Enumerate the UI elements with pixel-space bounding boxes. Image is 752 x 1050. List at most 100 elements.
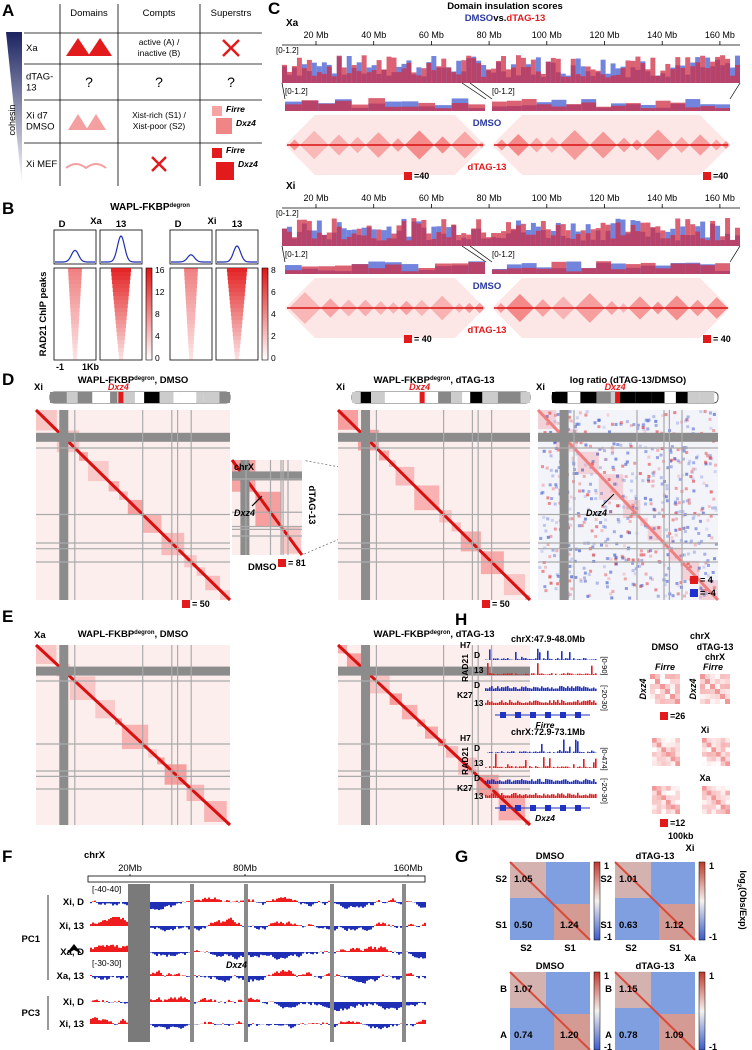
pc-bar bbox=[290, 898, 292, 902]
pc-bar bbox=[326, 974, 328, 976]
pc-bar bbox=[180, 902, 182, 904]
pc-bar bbox=[94, 947, 96, 952]
pc-bar bbox=[184, 952, 186, 955]
map-label: dTAG-13 bbox=[468, 325, 507, 336]
map-pixel bbox=[652, 809, 657, 814]
map-pixel bbox=[686, 425, 690, 429]
signal-bar bbox=[523, 674, 525, 675]
insulation-bar bbox=[431, 56, 437, 83]
signal-bar bbox=[559, 674, 561, 675]
map-pixel bbox=[554, 469, 558, 473]
signal-bar bbox=[575, 686, 577, 691]
pc-bar bbox=[188, 976, 190, 977]
map-pixel bbox=[650, 674, 655, 679]
signal-bar bbox=[501, 766, 503, 768]
masked-bin bbox=[338, 666, 530, 676]
map-pixel bbox=[661, 747, 666, 752]
saddle-value: 0.63 bbox=[619, 920, 638, 931]
gene-exon bbox=[545, 805, 551, 811]
insulation-bar bbox=[466, 55, 472, 83]
pc-bar bbox=[208, 924, 210, 926]
pc-bar bbox=[104, 902, 106, 905]
insulation-bar bbox=[311, 75, 317, 83]
peak-heatmap-row bbox=[233, 340, 241, 344]
pc-bar bbox=[288, 1024, 290, 1027]
pc-bar bbox=[174, 926, 176, 929]
cell-text: inactive (B) bbox=[138, 48, 181, 58]
pc-bar bbox=[362, 950, 364, 952]
pc-bar bbox=[98, 902, 100, 905]
title-part: (Obs/Exp) bbox=[738, 887, 748, 930]
map-pixel bbox=[587, 490, 591, 494]
map-pixel bbox=[656, 809, 662, 814]
insulation-bar bbox=[386, 56, 392, 83]
signal-bar bbox=[575, 701, 577, 705]
pc-bar bbox=[214, 976, 216, 978]
chrom-label: Xi bbox=[34, 382, 43, 393]
map-pixel bbox=[674, 528, 678, 532]
pc-bar bbox=[216, 921, 218, 926]
map-pixel bbox=[713, 470, 717, 474]
map-pixel bbox=[725, 689, 730, 694]
map-pixel bbox=[725, 800, 730, 805]
signal-bar bbox=[503, 781, 505, 784]
map-pixel bbox=[704, 572, 708, 576]
pc-bar bbox=[420, 1002, 422, 1003]
map-pixel bbox=[611, 589, 615, 593]
signal-bar bbox=[527, 795, 529, 798]
signal-bar bbox=[489, 780, 491, 784]
insulation-bar bbox=[406, 62, 412, 83]
map-pixel bbox=[674, 500, 678, 504]
title-part: , DMSO bbox=[155, 629, 189, 640]
signal-bar bbox=[517, 658, 519, 660]
insulation-bar bbox=[536, 104, 552, 111]
pc-bar bbox=[378, 900, 380, 902]
map-pixel bbox=[725, 679, 730, 684]
title-part: WAPL-FKBP bbox=[110, 202, 170, 213]
signal-bar bbox=[515, 673, 517, 675]
pc-bar bbox=[356, 902, 358, 907]
pc-bar bbox=[424, 1002, 426, 1005]
insulation-bar bbox=[435, 108, 452, 111]
pc-bar bbox=[364, 926, 366, 931]
map-pixel bbox=[614, 555, 618, 559]
pc-bar bbox=[302, 974, 304, 976]
pc-bar bbox=[174, 997, 176, 1002]
pc-bar bbox=[112, 976, 114, 978]
pc-bar bbox=[268, 900, 270, 902]
pc-bar bbox=[174, 1024, 176, 1028]
insulation-bar bbox=[700, 265, 716, 274]
saddle-value: 1.01 bbox=[619, 874, 638, 885]
signal-bar bbox=[513, 687, 515, 691]
map-pixel bbox=[676, 421, 680, 425]
map-pixel bbox=[649, 576, 653, 580]
pc-bar bbox=[322, 1002, 324, 1007]
pc-bar bbox=[334, 1002, 336, 1011]
pc-bar bbox=[174, 902, 176, 906]
map-pixel bbox=[546, 535, 550, 539]
map-pixel bbox=[725, 742, 730, 748]
peak-heatmap-row bbox=[117, 344, 125, 348]
map-pixel bbox=[639, 553, 643, 557]
signal-bar bbox=[563, 779, 565, 784]
insulation-bar bbox=[695, 231, 701, 246]
cell-text: Xist-rich (S1) / bbox=[132, 110, 186, 120]
pc-bar bbox=[348, 1020, 350, 1024]
pc-bar bbox=[296, 900, 298, 902]
insulation-bar bbox=[620, 68, 626, 83]
signal-bar bbox=[543, 781, 545, 784]
pc-bar bbox=[314, 1002, 316, 1005]
pc-bar bbox=[228, 918, 230, 926]
map-pixel bbox=[549, 468, 553, 472]
signal-bar bbox=[545, 702, 547, 705]
pc-bar bbox=[418, 1002, 420, 1003]
map-pixel bbox=[692, 514, 696, 518]
signal-bar bbox=[493, 702, 495, 705]
signal-bar bbox=[539, 673, 541, 675]
map-pixel bbox=[575, 440, 579, 444]
pc-bar bbox=[316, 1023, 318, 1024]
pc-bar bbox=[178, 1024, 180, 1028]
pc-bar bbox=[322, 902, 324, 904]
zoom-line bbox=[281, 82, 286, 100]
ideogram-band bbox=[610, 392, 619, 403]
